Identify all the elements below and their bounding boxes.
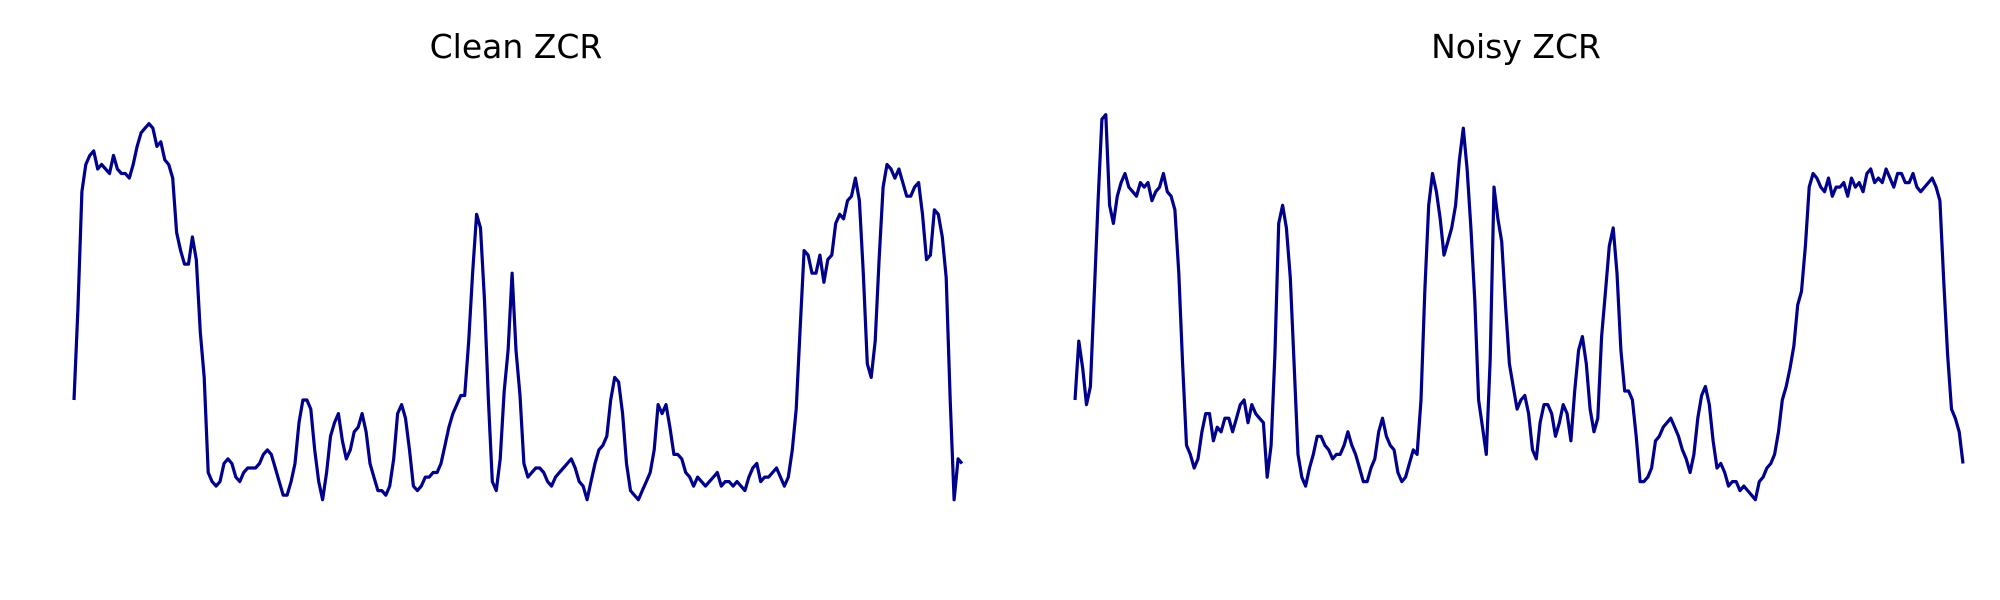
clean-zcr-title: Clean ZCR [430,27,603,66]
noisy-zcr-line [1073,113,1965,502]
clean-zcr-line [72,122,964,502]
noisy-zcr-panel: Noisy ZCR [1073,27,1965,502]
clean-zcr-panel: Clean ZCR [72,27,964,502]
noisy-zcr-title: Noisy ZCR [1431,27,1601,66]
